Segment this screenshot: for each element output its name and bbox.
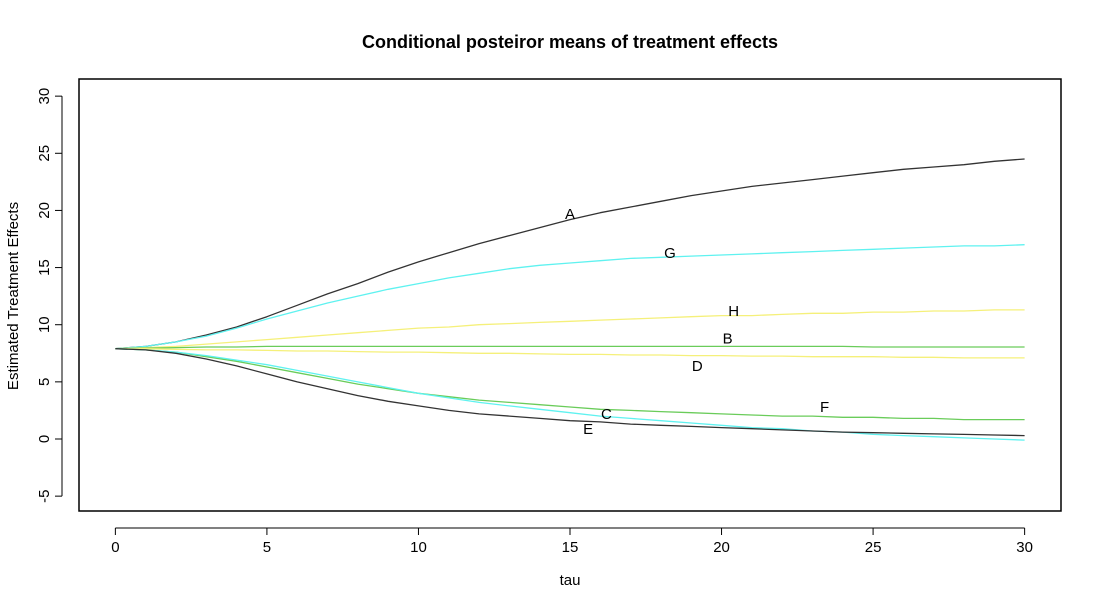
y-tick-label: 25	[36, 145, 53, 162]
curve-label-layer: A G HB D F CE	[565, 206, 829, 438]
x-tick-label: 25	[865, 539, 882, 556]
curve-label-e: E	[583, 421, 593, 438]
x-tick-label: 30	[1016, 539, 1033, 556]
chart-title: Conditional posteiror means of treatment…	[362, 32, 778, 52]
series-line-e	[115, 348, 1025, 437]
x-tick-label: 5	[263, 539, 271, 556]
curve-label-d: D	[692, 358, 703, 375]
y-axis-label: Estimated Treatment Effects	[5, 202, 22, 390]
y-tick-label: 0	[36, 435, 53, 443]
plot-frame	[78, 78, 1062, 512]
series-layer	[115, 158, 1025, 441]
series-line-d	[115, 348, 1025, 359]
series-line-f	[115, 348, 1025, 421]
x-tick-label: 20	[713, 539, 730, 556]
y-tick-label: 10	[36, 316, 53, 333]
curve-label-f: F	[820, 399, 829, 416]
curve-label-g: G	[664, 245, 676, 262]
series-line-c	[115, 348, 1025, 441]
series-line-g	[115, 244, 1025, 350]
curve-label-b: B	[723, 331, 733, 348]
series-line-h	[115, 309, 1025, 350]
curve-label-h: H	[728, 303, 739, 320]
curve-label-c: C	[601, 406, 612, 423]
y-tick-label: -5	[36, 489, 53, 502]
y-axis: -5 0 5 10 15 20 25 30	[36, 88, 63, 503]
y-tick-label: 20	[36, 202, 53, 219]
y-tick-label: 5	[36, 378, 53, 386]
x-tick-label: 10	[410, 539, 427, 556]
x-tick-label: 0	[111, 539, 119, 556]
series-line-a	[115, 158, 1025, 350]
curve-label-a: A	[565, 206, 575, 223]
y-tick-label: 15	[36, 259, 53, 276]
x-axis: 0 5 10 15 20 25 30	[111, 527, 1033, 556]
x-tick-label: 15	[562, 539, 579, 556]
series-line-b	[115, 345, 1025, 350]
y-tick-label: 30	[36, 88, 53, 105]
x-axis-label: tau	[560, 572, 581, 589]
